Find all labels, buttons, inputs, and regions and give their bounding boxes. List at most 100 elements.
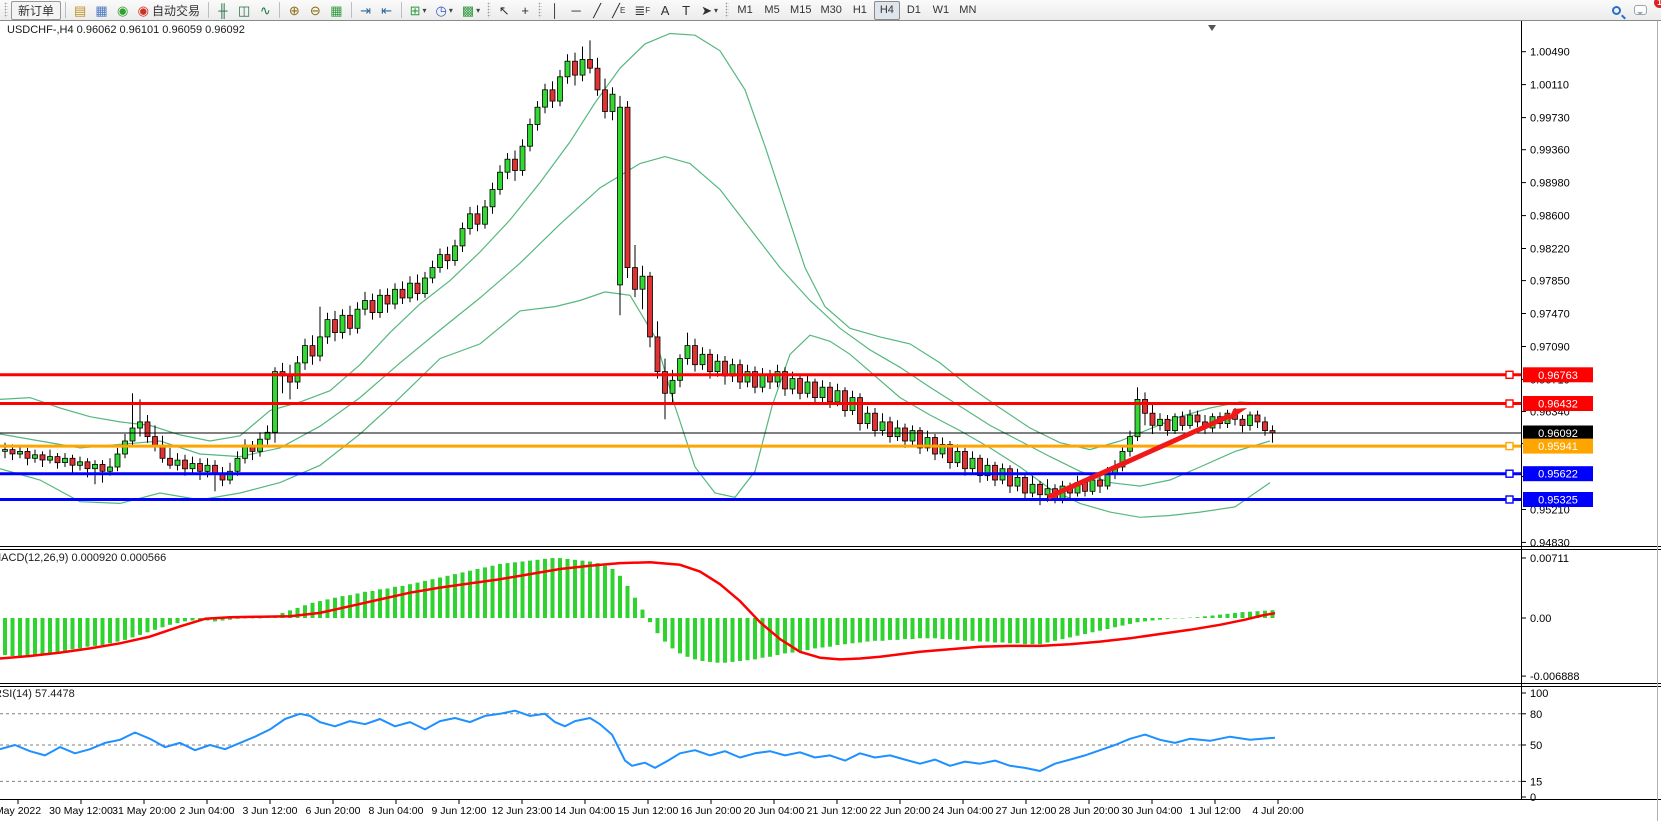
trend-arrow-line[interactable] — [1046, 413, 1232, 500]
zoom-in-icon[interactable]: ⊕ — [284, 1, 304, 20]
candle-body — [834, 390, 841, 403]
candle-body — [1134, 398, 1141, 438]
hline-handle[interactable] — [1505, 495, 1514, 504]
candle-body — [969, 457, 976, 470]
candle-body — [542, 89, 548, 108]
timeframe-button-mn[interactable]: MN — [959, 4, 977, 16]
crosshair-icon[interactable]: + — [515, 1, 535, 20]
timeframe-button-d1[interactable]: D1 — [906, 4, 921, 16]
candle-body — [527, 124, 533, 147]
candle-body — [204, 464, 211, 472]
candle-body — [39, 454, 46, 461]
dropdown-caret-icon[interactable]: ▾ — [476, 5, 481, 15]
channel-icon[interactable]: ╱ E — [608, 1, 629, 20]
toolbar-grip — [487, 2, 492, 18]
candle-body — [564, 60, 571, 78]
text-label-icon[interactable]: T — [676, 1, 696, 20]
candle-body — [414, 282, 421, 295]
timeframe-button-w1[interactable]: W1 — [932, 4, 950, 16]
text-icon[interactable]: A — [655, 1, 675, 20]
toolbar-grip — [538, 2, 543, 18]
candle-body — [69, 457, 76, 466]
candle-body — [407, 282, 413, 299]
profile-icon[interactable]: ▦ — [91, 1, 111, 20]
shapes-icon[interactable]: ➤ ▾ — [697, 1, 722, 20]
rsi-tick-label: 15 — [1530, 776, 1542, 788]
candle-body — [227, 470, 233, 481]
candle-body — [1187, 414, 1193, 426]
hline-handle[interactable] — [1505, 399, 1514, 408]
candle-body — [1142, 398, 1148, 414]
notification-button[interactable]: 1 — [1630, 0, 1661, 20]
timeframe-button-m5[interactable]: M5 — [764, 4, 780, 16]
bar-chart-icon[interactable]: ╫ — [213, 1, 233, 20]
zoom-out-icon[interactable]: ⊖ — [305, 1, 325, 20]
tile-windows-icon[interactable]: ▦ — [326, 1, 346, 20]
add-indicator-icon[interactable]: ⊞ ▾ — [406, 1, 431, 20]
signal-icon[interactable]: ◉ — [113, 1, 133, 20]
timeframe-button-m1[interactable]: M1 — [737, 4, 753, 16]
fibonacci-icon: ≣ — [634, 2, 646, 18]
candle-body — [467, 213, 473, 229]
candle-body — [17, 450, 23, 455]
cursor-icon[interactable]: ↖ — [494, 1, 514, 20]
candle-body — [759, 374, 766, 388]
candle-body — [47, 456, 53, 461]
macd-tick-label: -0.006888 — [1530, 671, 1580, 683]
timeframe-button-h1[interactable]: H1 — [852, 4, 867, 16]
auto-scroll-icon[interactable]: ⇥ — [356, 1, 376, 20]
candle-body — [392, 288, 398, 305]
hline-handle[interactable] — [1505, 469, 1514, 478]
toolbar-separator — [350, 2, 352, 18]
bar-shift-marker-icon — [1208, 25, 1216, 31]
line-chart-icon[interactable]: ∿ — [255, 1, 275, 20]
candle-body — [684, 345, 691, 360]
search-button[interactable] — [1608, 1, 1629, 20]
candle-body — [1029, 483, 1036, 494]
rsi-tick-label: 50 — [1530, 740, 1542, 752]
trendline-icon[interactable]: ╱ — [587, 1, 607, 20]
candle-body — [1194, 414, 1201, 423]
add-indicator-icon: ⊞ — [409, 2, 421, 18]
dropdown-caret-icon[interactable]: ▾ — [448, 5, 453, 15]
price-tick-label: 0.97470 — [1530, 309, 1570, 321]
candle-body — [1104, 473, 1111, 487]
template-icon[interactable]: ▩ ▾ — [458, 1, 484, 20]
candle-body — [557, 76, 563, 102]
template-icon: ▩ — [461, 2, 475, 18]
dropdown-caret-icon[interactable]: ▾ — [714, 5, 719, 15]
rsi-indicator-label: RSI(14) 57.4478 — [0, 688, 75, 700]
candle-body — [902, 427, 908, 442]
macd-indicator-label: MACD(12,26,9) 0.000920 0.000566 — [0, 552, 167, 564]
periods-icon[interactable]: ◷ ▾ — [431, 1, 456, 20]
trend-arrow-head[interactable] — [1227, 408, 1247, 422]
candle-body — [512, 158, 518, 171]
horizontal-line-icon[interactable]: ─ — [566, 1, 586, 20]
candle-body — [369, 300, 376, 314]
fibonacci-icon[interactable]: ≣ F — [630, 1, 654, 20]
rsi-tick-label: 100 — [1530, 688, 1548, 700]
price-tick-label: 1.00490 — [1530, 47, 1570, 59]
bar-chart-icon: ╫ — [218, 2, 228, 18]
candle-body — [309, 345, 316, 357]
chart-window-icon[interactable]: ▤ — [70, 1, 90, 20]
price-tick-label: 0.97850 — [1530, 276, 1570, 288]
candle-body — [137, 421, 143, 429]
hline-handle[interactable] — [1505, 441, 1514, 451]
candle-body — [977, 457, 983, 476]
timeframe-button-h4[interactable]: H4 — [873, 0, 900, 20]
vertical-line-icon[interactable]: │ — [545, 1, 565, 20]
candle-body — [2, 449, 8, 452]
timeframe-button-m15[interactable]: M15 — [790, 4, 812, 16]
new-order-button[interactable]: 新订单 — [11, 0, 62, 20]
chart-window: 1.00490 1.00110 0.99730 0.99360 0.98980 0.986… — [0, 21, 1661, 821]
candlestick-chart-icon[interactable]: ◫ — [234, 1, 254, 20]
auto-trading-button[interactable]: ◉ 自动交易 — [134, 1, 204, 20]
candle-body — [819, 386, 826, 399]
vertical-line-icon: │ — [551, 2, 560, 18]
dropdown-caret-icon[interactable]: ▾ — [422, 5, 427, 15]
candle-body — [384, 294, 391, 305]
hline-handle[interactable] — [1505, 370, 1514, 379]
timeframe-button-m30[interactable]: M30 — [820, 4, 842, 16]
chart-shift-icon[interactable]: ⇤ — [377, 1, 397, 20]
